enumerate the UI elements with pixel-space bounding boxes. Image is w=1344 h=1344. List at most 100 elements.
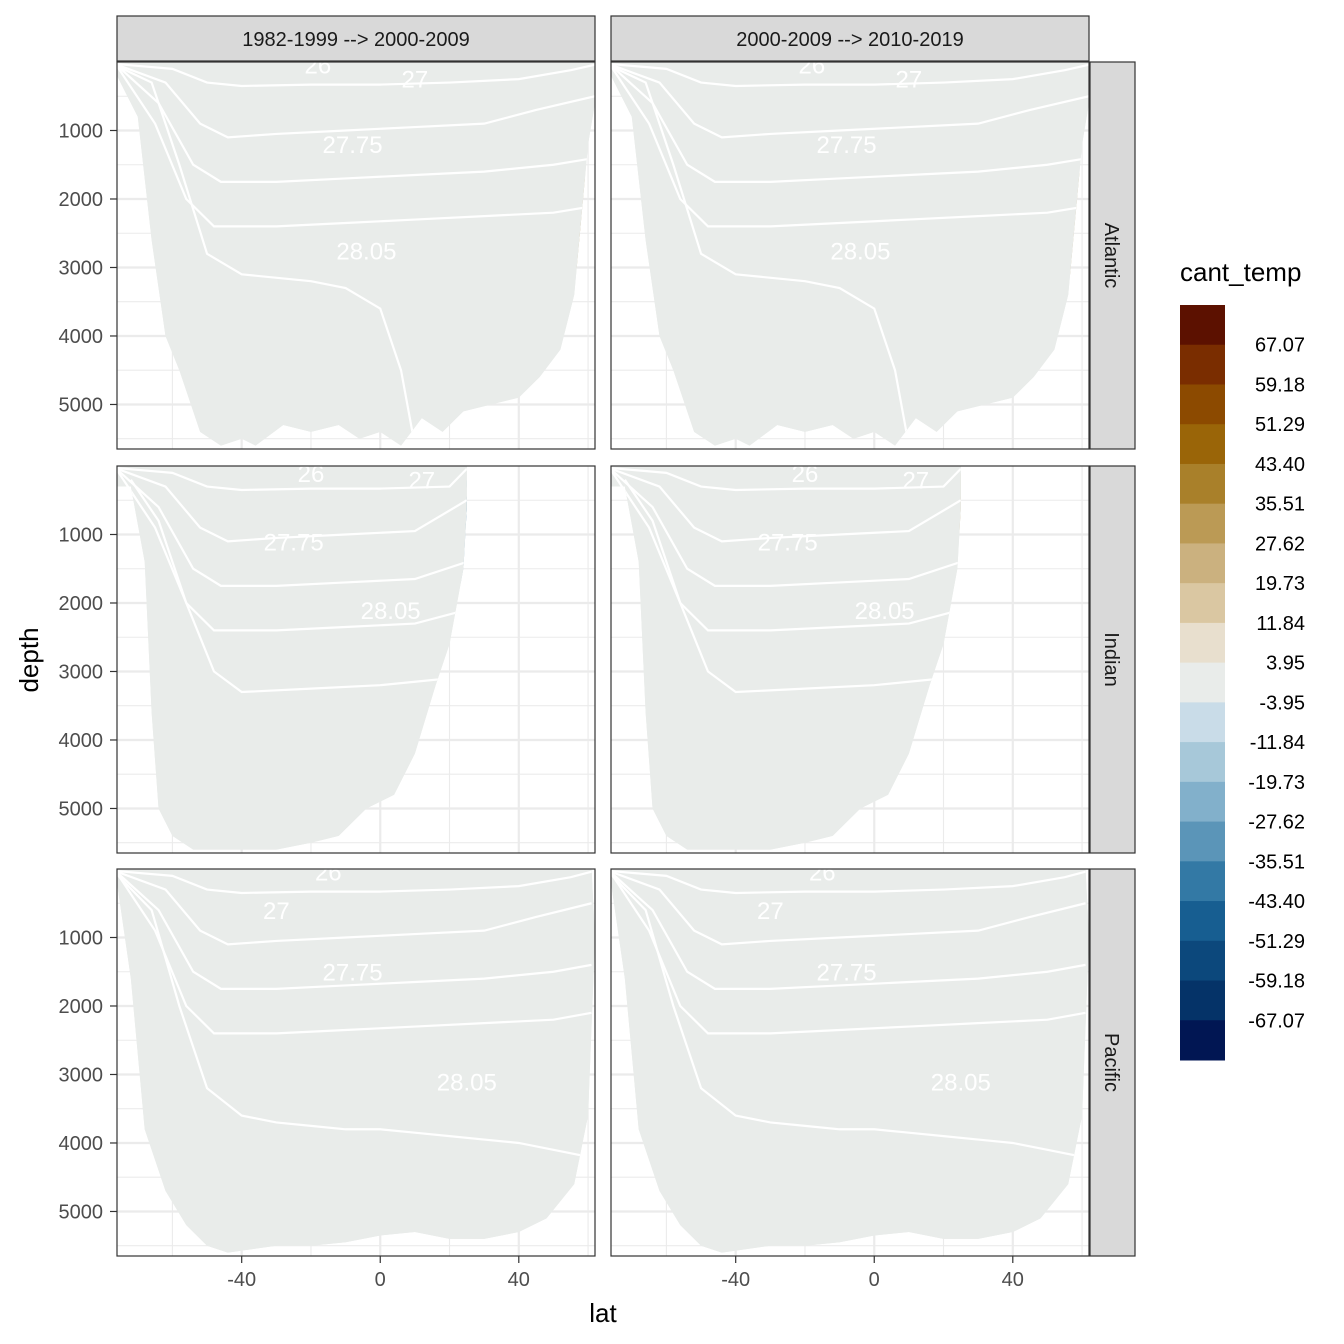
isopycnal-line bbox=[117, 873, 589, 1158]
contour-label: 27 bbox=[408, 468, 435, 495]
y-tick-label: 5000 bbox=[59, 394, 104, 416]
isopycnal-line bbox=[611, 468, 961, 587]
legend-color-step bbox=[1180, 980, 1225, 1021]
legend-color-step bbox=[1180, 821, 1225, 862]
x-tick-label: 0 bbox=[375, 1269, 386, 1291]
isopycnal-line bbox=[611, 872, 1086, 1035]
contour-label: 27.75 bbox=[758, 529, 818, 556]
legend-label: 59.18 bbox=[1255, 374, 1305, 396]
y-tick-label: 2000 bbox=[59, 996, 104, 1018]
facet-strip-column: 2000-2009 --> 2010-2019 bbox=[610, 15, 1090, 62]
contour-label: 28.05 bbox=[830, 238, 890, 265]
isopycnal-line bbox=[117, 872, 592, 1035]
isopycnal-line bbox=[623, 479, 961, 694]
isopycnal-line bbox=[117, 870, 592, 946]
isopycnal-line bbox=[611, 64, 1089, 183]
isopycnal-line bbox=[117, 65, 595, 228]
isopycnal-line bbox=[117, 469, 467, 632]
isopycnal-line bbox=[611, 63, 1089, 139]
facet-strip-row: Atlantic bbox=[1089, 61, 1136, 450]
isopycnal-line bbox=[611, 65, 910, 446]
panel-border bbox=[610, 868, 1090, 1257]
isopycnal-line bbox=[117, 62, 595, 88]
isopycnal-line bbox=[117, 871, 592, 990]
legend-label: -59.18 bbox=[1248, 971, 1305, 993]
contour-label: 27 bbox=[902, 468, 929, 495]
isopycnal-line bbox=[611, 466, 961, 492]
legend-color-step bbox=[1180, 1020, 1225, 1061]
x-tick-label: 40 bbox=[1002, 1269, 1024, 1291]
isopycnal-line bbox=[117, 63, 595, 139]
ocean-section bbox=[117, 466, 467, 850]
panel-indian-1: 26 27 27.75 28.05 bbox=[116, 461, 596, 854]
contour-label: 27 bbox=[263, 898, 290, 925]
y-tick-label: 1000 bbox=[59, 927, 104, 949]
contour-label: 27 bbox=[402, 66, 429, 93]
isopycnal-line bbox=[611, 65, 1089, 228]
facet-strip-row: Indian bbox=[1089, 465, 1136, 854]
contour-label: 28.05 bbox=[361, 598, 421, 625]
contour-label: 27.75 bbox=[323, 132, 383, 159]
isopycnal-line bbox=[611, 871, 1086, 990]
contour-label: 27.75 bbox=[817, 132, 877, 159]
x-tick-label: 0 bbox=[869, 1269, 880, 1291]
isopycnal-line bbox=[611, 870, 1086, 946]
y-axis-title: depth bbox=[14, 627, 44, 692]
ocean-section bbox=[117, 62, 595, 446]
contour-label: 27 bbox=[896, 66, 923, 93]
isopycnal-lines bbox=[117, 869, 592, 1158]
legend-color-step bbox=[1180, 344, 1225, 385]
legend-label: -3.95 bbox=[1259, 692, 1305, 714]
legend-label: 19.73 bbox=[1255, 573, 1305, 595]
legend-color-step bbox=[1180, 503, 1225, 544]
contour-label: 27.75 bbox=[817, 960, 877, 987]
legend-label: 43.40 bbox=[1255, 454, 1305, 476]
y-tick-label: 4000 bbox=[59, 326, 104, 348]
legend-color-step bbox=[1180, 424, 1225, 465]
isopycnal-lines bbox=[117, 62, 595, 446]
legend-color-step bbox=[1180, 702, 1225, 743]
contour-label: 26 bbox=[298, 461, 325, 488]
y-tick-label: 1000 bbox=[59, 120, 104, 142]
contour-label: 26 bbox=[315, 860, 342, 887]
isopycnal-line bbox=[117, 466, 467, 492]
legend-label: 27.62 bbox=[1255, 533, 1305, 555]
ocean-section bbox=[611, 62, 1089, 446]
legend-color-step bbox=[1180, 305, 1225, 346]
panel-border bbox=[116, 868, 596, 1257]
isopycnal-line bbox=[117, 467, 467, 543]
panels-layer: 26 27 27.75 28.05 26 27 27.75 28.05 26 27 27.75 28.… bbox=[116, 53, 1090, 1257]
legend-label: -67.07 bbox=[1248, 1010, 1305, 1032]
isopycnal-line bbox=[117, 468, 467, 587]
panel-indian-2: 26 27 27.75 28.05 bbox=[610, 461, 1090, 854]
facet-strip-column: 1982-1999 --> 2000-2009 bbox=[116, 15, 596, 62]
contour-label: 27 bbox=[757, 898, 784, 925]
x-axis-title: lat bbox=[589, 1298, 617, 1328]
legend-color-step bbox=[1180, 583, 1225, 624]
panel-border bbox=[116, 465, 596, 854]
y-tick-label: 4000 bbox=[59, 730, 104, 752]
strips-layer: 1982-1999 --> 2000-2009 2000-2009 --> 201… bbox=[116, 15, 1136, 1257]
legend-label: 67.07 bbox=[1255, 335, 1305, 357]
legend-color-step bbox=[1180, 901, 1225, 942]
ocean-section bbox=[611, 466, 961, 850]
x-tick-label: -40 bbox=[721, 1269, 750, 1291]
legend-color-step bbox=[1180, 622, 1225, 664]
y-tick-label: 5000 bbox=[59, 798, 104, 820]
facet-strip-label: 1982-1999 --> 2000-2009 bbox=[242, 29, 469, 51]
panel-border bbox=[116, 61, 596, 450]
legend-label: 3.95 bbox=[1266, 653, 1305, 675]
isopycnal-lines bbox=[611, 869, 1086, 1158]
axes-layer: 1000200030004000500010002000300040005000… bbox=[59, 120, 1024, 1291]
isopycnal-line bbox=[611, 469, 961, 632]
legend-color-step bbox=[1180, 662, 1225, 703]
legend-label: -35.51 bbox=[1248, 851, 1305, 873]
isopycnal-line bbox=[611, 869, 1086, 895]
y-tick-label: 2000 bbox=[59, 189, 104, 211]
panel-pacific-1: 26 27 27.75 28.05 bbox=[116, 860, 596, 1257]
facet-strip-row: Pacific bbox=[1089, 868, 1136, 1257]
legend-color-step bbox=[1180, 384, 1225, 425]
